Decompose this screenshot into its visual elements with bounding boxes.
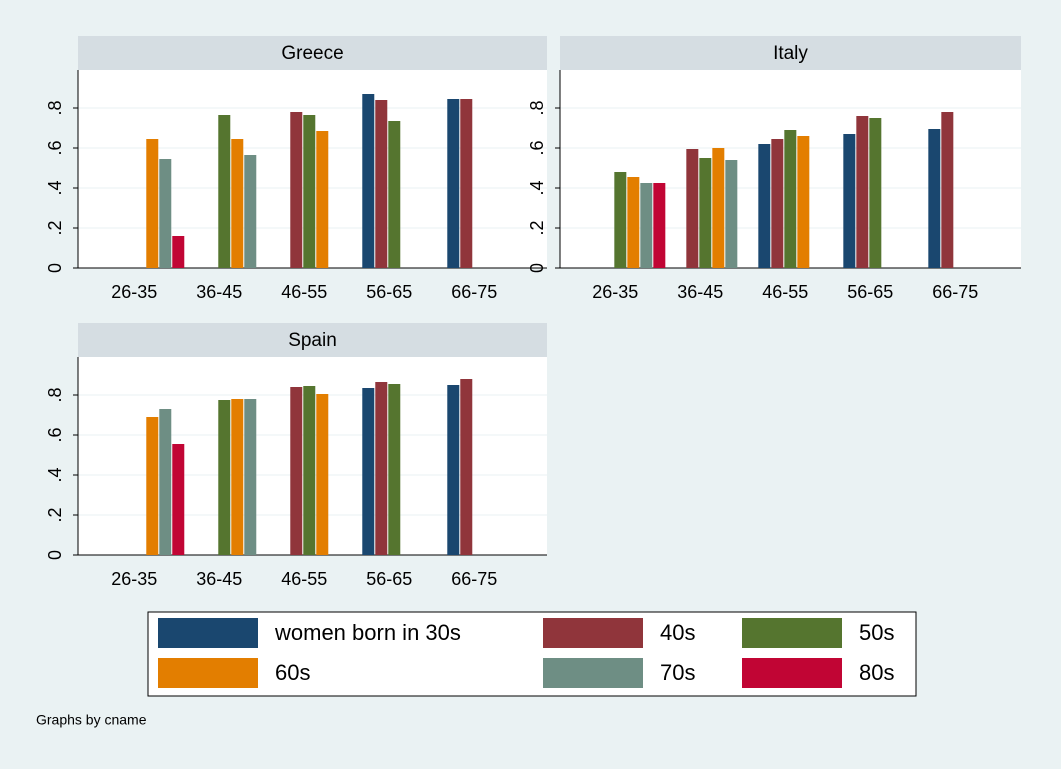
y-tick-label: 0 (45, 263, 65, 273)
legend-label: 60s (275, 660, 310, 685)
x-tick-label: 36-45 (196, 569, 242, 589)
legend-swatch (543, 658, 643, 688)
y-tick-label: .8 (45, 387, 65, 402)
bar (362, 94, 375, 268)
bar (375, 100, 388, 268)
bar (159, 159, 172, 268)
bar (843, 134, 856, 268)
legend-label: 50s (859, 620, 894, 645)
bar (290, 387, 303, 555)
legend-label: 40s (660, 620, 695, 645)
panel-title-strip (78, 36, 547, 70)
y-tick-label: 0 (45, 550, 65, 560)
bar (771, 139, 784, 268)
bar (460, 379, 473, 555)
y-tick-label: .6 (45, 140, 65, 155)
bar (447, 385, 460, 555)
bar (941, 112, 954, 268)
y-tick-label: .2 (527, 220, 547, 235)
bar (388, 121, 401, 268)
legend-swatch (543, 618, 643, 648)
legend-swatch (158, 618, 258, 648)
bar (146, 139, 159, 268)
bar (218, 115, 231, 268)
bar (686, 149, 699, 268)
x-tick-label: 56-65 (366, 569, 412, 589)
y-tick-label: .2 (45, 220, 65, 235)
bar (712, 148, 725, 268)
bar (388, 384, 401, 555)
bar (614, 172, 627, 268)
bar (303, 115, 316, 268)
bar (218, 400, 231, 555)
x-tick-label: 46-55 (762, 282, 808, 302)
y-tick-label: .2 (45, 507, 65, 522)
x-tick-label: 36-45 (196, 282, 242, 302)
x-tick-label: 66-75 (451, 569, 497, 589)
bar (375, 382, 388, 555)
x-tick-label: 46-55 (281, 282, 327, 302)
legend-swatch (742, 618, 842, 648)
bar (627, 177, 640, 268)
legend-swatch (742, 658, 842, 688)
bar (159, 409, 172, 555)
legend-label: women born in 30s (274, 620, 461, 645)
bar (244, 155, 257, 268)
bar (725, 160, 738, 268)
bar (640, 183, 653, 268)
legend-label: 70s (660, 660, 695, 685)
y-tick-label: 0 (527, 263, 547, 273)
panel-title: Italy (773, 43, 808, 64)
panel-title: Greece (281, 43, 343, 64)
x-tick-label: 46-55 (281, 569, 327, 589)
bar (172, 444, 185, 555)
bar (447, 99, 460, 268)
bar (244, 399, 257, 555)
bar (290, 112, 303, 268)
x-tick-label: 56-65 (366, 282, 412, 302)
y-tick-label: .4 (45, 467, 65, 482)
x-tick-label: 66-75 (932, 282, 978, 302)
y-tick-label: .6 (45, 427, 65, 442)
bar (316, 131, 329, 268)
panel-title-strip (78, 323, 547, 357)
bar (316, 394, 329, 555)
panel-title-strip (560, 36, 1021, 70)
bar (869, 118, 882, 268)
bar (856, 116, 869, 268)
y-tick-label: .6 (527, 140, 547, 155)
bar (797, 136, 810, 268)
bar (231, 399, 244, 555)
bar (758, 144, 771, 268)
y-tick-label: .4 (45, 180, 65, 195)
x-tick-label: 66-75 (451, 282, 497, 302)
y-tick-label: .8 (527, 100, 547, 115)
y-tick-label: .4 (527, 180, 547, 195)
bar (146, 417, 159, 555)
panel-title: Spain (288, 330, 337, 351)
bar (653, 183, 666, 268)
y-tick-label: .8 (45, 100, 65, 115)
legend-swatch (158, 658, 258, 688)
legend-label: 80s (859, 660, 894, 685)
bar (928, 129, 941, 268)
bar (362, 388, 375, 555)
x-tick-label: 36-45 (677, 282, 723, 302)
bar (699, 158, 712, 268)
x-tick-label: 56-65 (847, 282, 893, 302)
bar (231, 139, 244, 268)
bar (784, 130, 797, 268)
bar (460, 99, 473, 268)
note: Graphs by cname (36, 712, 147, 728)
x-tick-label: 26-35 (592, 282, 638, 302)
x-tick-label: 26-35 (111, 282, 157, 302)
bar (172, 236, 185, 268)
bar (303, 386, 316, 555)
x-tick-label: 26-35 (111, 569, 157, 589)
